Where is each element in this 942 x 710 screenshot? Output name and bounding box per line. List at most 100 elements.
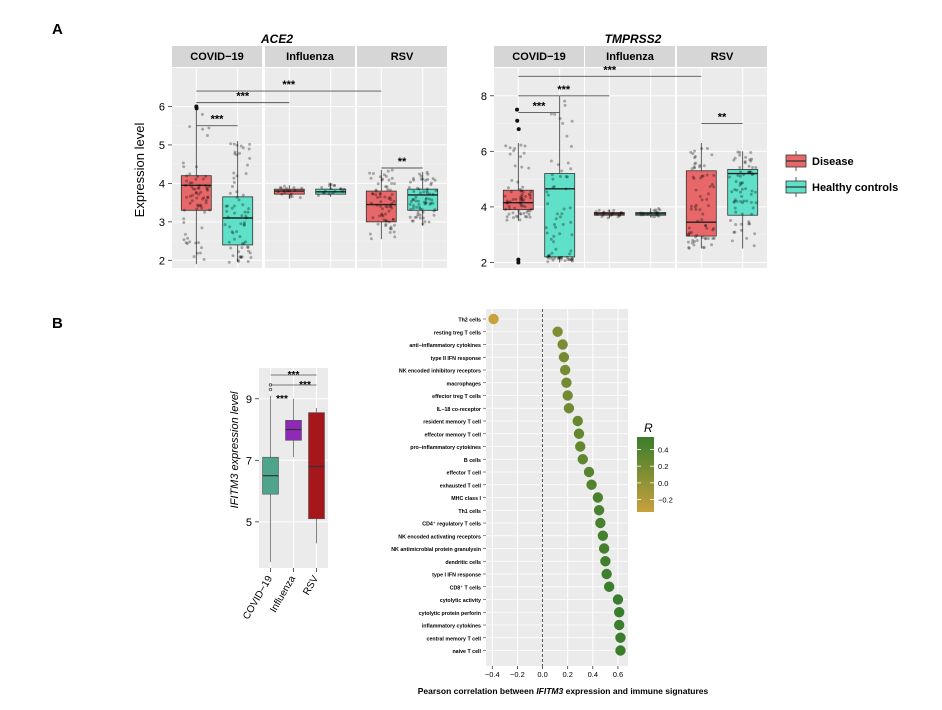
jitter-point: [736, 150, 740, 154]
jitter-point: [384, 224, 388, 228]
jitter-point: [743, 161, 747, 165]
jitter-point: [730, 190, 734, 194]
jitter-point: [547, 193, 551, 197]
correlation-point: [614, 607, 625, 618]
jitter-point: [523, 214, 527, 218]
facet-strip-1: [265, 46, 355, 67]
jitter-point: [203, 210, 207, 214]
jitter-point: [383, 195, 387, 199]
signature-label: dendritic cells: [445, 560, 481, 566]
jitter-point: [333, 183, 337, 187]
jitter-point: [513, 147, 517, 151]
jitter-point: [711, 228, 715, 232]
jitter-point: [565, 255, 569, 259]
jitter-point: [384, 185, 388, 189]
box-healthy: [727, 168, 759, 216]
jitter-point: [559, 255, 563, 259]
signature-label: resident memory T cell: [423, 420, 481, 426]
jitter-point: [205, 186, 209, 190]
signature-label: B cells: [464, 458, 481, 464]
jitter-point: [200, 226, 204, 230]
jitter-point: [328, 184, 332, 188]
jitter-point: [242, 223, 246, 227]
signature-label: NK antimicrobial protein granulysin: [391, 547, 481, 553]
x-tick-label: 0.4: [588, 670, 598, 679]
jitter-point: [700, 198, 704, 202]
jitter-point: [185, 242, 189, 246]
jitter-point: [235, 153, 239, 157]
jitter-point: [518, 195, 522, 199]
jitter-point: [523, 205, 527, 209]
correlation-point: [586, 479, 597, 490]
jitter-point: [612, 208, 616, 212]
signature-label: inflammatory cytokines: [422, 624, 481, 630]
jitter-point: [380, 207, 384, 211]
jitter-point: [649, 211, 653, 215]
y-tick-label: 8: [481, 91, 487, 103]
jitter-point: [204, 201, 208, 205]
jitter-point: [503, 194, 507, 198]
jitter-point: [545, 190, 549, 194]
jitter-point: [702, 164, 706, 168]
jitter-point: [521, 190, 525, 194]
jitter-point: [421, 216, 425, 220]
jitter-point: [380, 212, 384, 216]
facet-strip-0: [494, 46, 584, 67]
jitter-point: [369, 201, 373, 205]
jitter-point: [705, 173, 709, 177]
jitter-point: [570, 259, 574, 263]
jitter-point: [200, 206, 204, 210]
jitter-point: [418, 206, 422, 210]
jitter-point: [686, 232, 690, 236]
jitter-point: [520, 165, 524, 169]
jitter-point: [527, 212, 531, 216]
jitter-point: [600, 215, 604, 219]
jitter-point: [522, 198, 526, 202]
jitter-point: [392, 182, 396, 186]
significance-label: ***: [211, 114, 225, 126]
jitter-point: [570, 119, 574, 123]
jitter-point: [511, 198, 515, 202]
signature-label: CD4⁺ regulatory T cells: [422, 521, 481, 528]
jitter-point: [690, 230, 694, 234]
jitter-point: [246, 249, 250, 253]
jitter-point: [519, 204, 523, 208]
x-tick-label: 0.2: [562, 670, 572, 679]
signature-label: anti−inflammatory cytokines: [409, 343, 481, 349]
jitter-point: [701, 174, 705, 178]
jitter-point: [739, 190, 743, 194]
jitter-point: [202, 196, 206, 200]
significance-label: **: [398, 156, 407, 168]
correlation-chart: Pearson correlation between IFITM3 expre…: [391, 309, 709, 696]
jitter-point: [558, 215, 562, 219]
jitter-point: [699, 176, 703, 180]
jitter-point: [194, 190, 198, 194]
jitter-point: [185, 195, 189, 199]
jitter-point: [182, 208, 186, 212]
jitter-point: [248, 251, 252, 255]
jitter-point: [747, 220, 751, 224]
correlation-point: [563, 403, 575, 414]
y-tick-label: 4: [159, 178, 165, 190]
jitter-point: [528, 196, 532, 200]
jitter-point: [693, 162, 697, 166]
jitter-point: [616, 215, 620, 219]
jitter-point: [692, 177, 696, 181]
jitter-point: [411, 177, 415, 181]
jitter-point: [186, 236, 190, 240]
correlation-point: [557, 339, 568, 350]
jitter-point: [194, 241, 198, 245]
jitter-point: [700, 235, 704, 239]
x-tick-label: −0.4: [485, 670, 500, 679]
jitter-point: [564, 174, 568, 178]
jitter-point: [520, 189, 524, 193]
outlier-point: [515, 107, 520, 112]
jitter-point: [549, 159, 553, 163]
jitter-point: [410, 219, 414, 223]
jitter-point: [416, 199, 420, 203]
correlation-point: [561, 377, 572, 388]
jitter-point: [524, 194, 528, 198]
jitter-point: [232, 180, 236, 184]
jitter-point: [528, 215, 532, 219]
jitter-point: [556, 163, 560, 167]
